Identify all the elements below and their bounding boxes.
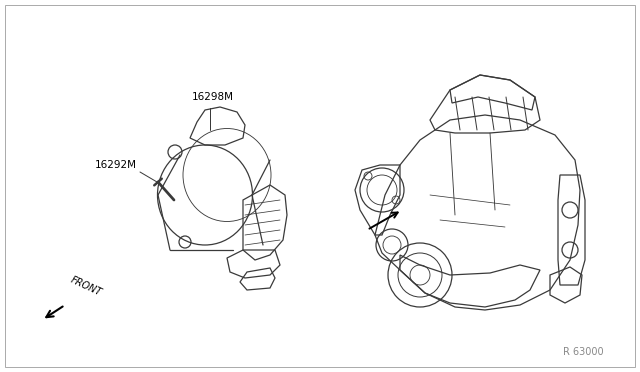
Text: R 63000: R 63000 [563, 347, 604, 357]
Text: FRONT: FRONT [69, 275, 104, 298]
Text: 16298M: 16298M [192, 92, 234, 102]
Text: 16292M: 16292M [95, 160, 137, 170]
